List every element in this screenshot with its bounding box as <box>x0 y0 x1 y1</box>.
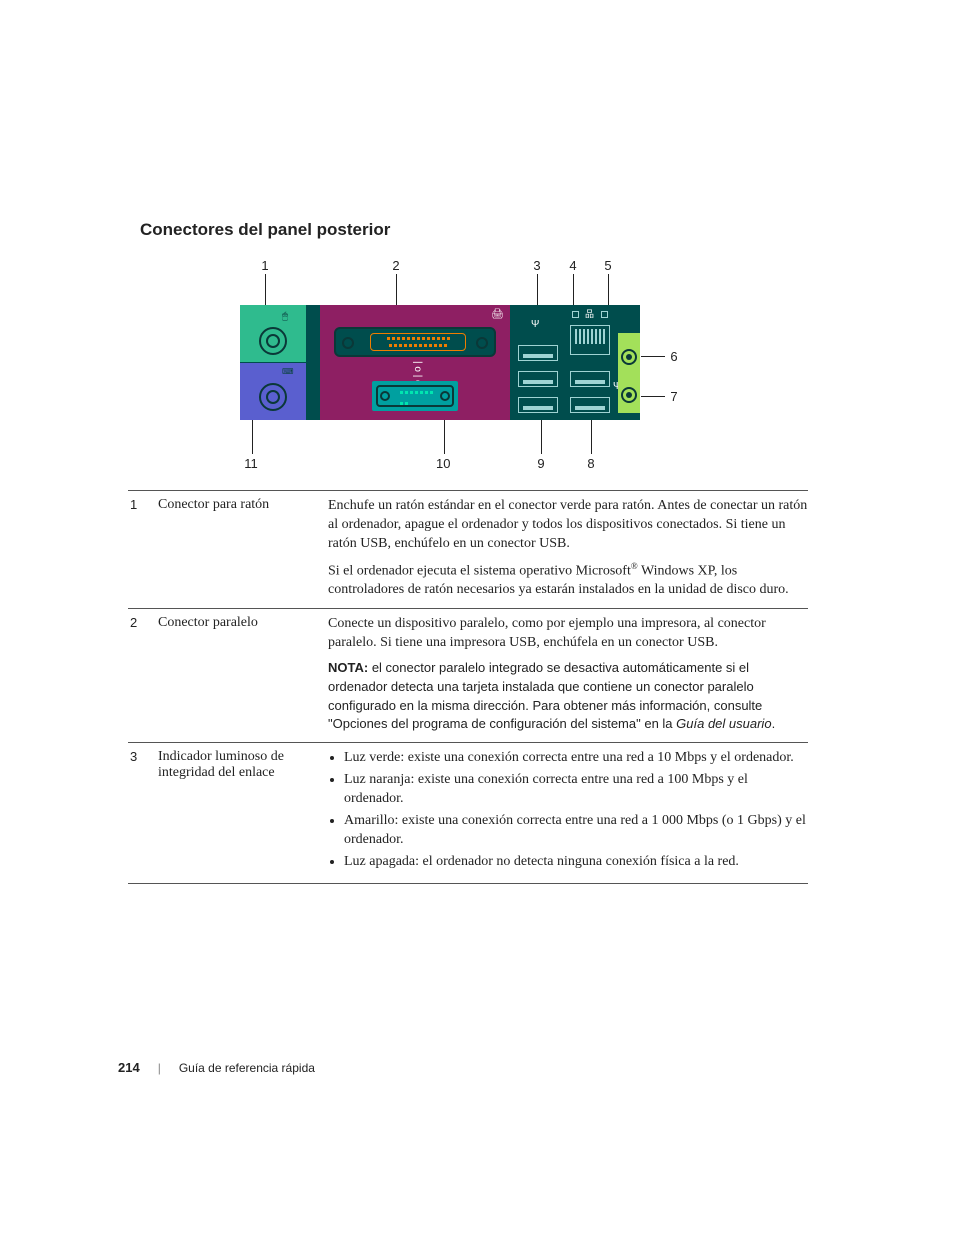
table-row: 3 Indicador luminoso de integridad del e… <box>128 743 808 883</box>
note-label: NOTA: <box>328 660 368 675</box>
usb-port-b1 <box>570 371 610 387</box>
callout-5: 5 <box>601 258 615 273</box>
row-number: 2 <box>128 615 158 734</box>
callout-1: 1 <box>258 258 272 273</box>
callout-4: 4 <box>566 258 580 273</box>
leader <box>641 396 665 397</box>
serial-port <box>376 385 454 407</box>
callout-11: 11 <box>244 456 258 471</box>
ps2-mouse-port-inner <box>266 334 280 348</box>
note-body: . <box>772 716 776 731</box>
section-heading: Conectores del panel posterior <box>140 220 390 240</box>
row-number: 1 <box>128 497 158 600</box>
parallel-serial-column: 🖨 | o | o | <box>320 305 510 420</box>
footer-separator: | <box>158 1061 161 1075</box>
ps2-column: 🖱 ⌨ <box>240 305 306 420</box>
usb-port-b2 <box>570 397 610 413</box>
parallel-pins <box>370 333 466 351</box>
printer-icon: 🖨 <box>491 309 504 320</box>
row-number: 3 <box>128 749 158 874</box>
ps2-keyboard-port-inner <box>266 390 280 404</box>
serial-pins <box>400 391 434 405</box>
bullet: Amarillo: existe una conexión correcta e… <box>344 812 808 850</box>
bullet: Luz naranja: existe una conexión correct… <box>344 771 808 809</box>
row-desc: Conecte un dispositivo paralelo, como po… <box>328 615 808 734</box>
callout-10: 10 <box>436 456 450 471</box>
callout-6: 6 <box>667 349 681 364</box>
desc-text: Enchufe un ratón estándar en el conector… <box>328 498 807 551</box>
callout-9: 9 <box>534 456 548 471</box>
row-name: Conector paralelo <box>158 615 328 734</box>
page-number: 214 <box>118 1060 140 1075</box>
bullet: Luz apagada: el ordenador no detecta nin… <box>344 853 808 872</box>
table-row: 1 Conector para ratón Enchufe un ratón e… <box>128 491 808 609</box>
audio-column <box>618 333 640 413</box>
rj45-port <box>570 325 610 355</box>
callout-8: 8 <box>584 456 598 471</box>
footer-doc-title: Guía de referencia rápida <box>179 1061 315 1075</box>
row-name: Conector para ratón <box>158 497 328 600</box>
mouse-icon: 🖱 <box>282 311 288 322</box>
callout-2: 2 <box>389 258 403 273</box>
desc-text: Conecte un dispositivo paralelo, como po… <box>328 616 766 650</box>
page: Conectores del panel posterior 1 2 3 4 5… <box>0 0 954 1235</box>
usb-icon: Ψ <box>531 319 539 330</box>
parallel-port <box>334 327 496 357</box>
row-desc: Enchufe un ratón estándar en el conector… <box>328 497 808 600</box>
network-column: 品 <box>570 305 610 360</box>
page-footer: 214 | Guía de referencia rápida <box>118 1060 315 1075</box>
usb-port-a2 <box>518 371 558 387</box>
link-led-right <box>601 311 608 318</box>
link-led-left <box>572 311 579 318</box>
callout-3: 3 <box>530 258 544 273</box>
registered-mark: ® <box>631 561 638 571</box>
line-out-jack <box>621 349 637 365</box>
connector-table: 1 Conector para ratón Enchufe un ratón e… <box>128 490 808 884</box>
bullet: Luz verde: existe una conexión correcta … <box>344 749 808 768</box>
rj45-pins <box>575 329 605 344</box>
keyboard-icon: ⌨ <box>282 367 294 376</box>
usb-port-a3 <box>518 397 558 413</box>
note-italic: Guía del usuario <box>676 716 771 731</box>
desc-text: Si el ordenador ejecuta el sistema opera… <box>328 563 631 578</box>
leader <box>641 356 665 357</box>
serial-bg <box>372 381 458 411</box>
row-desc: Luz verde: existe una conexión correcta … <box>328 749 808 874</box>
table-row: 2 Conector paralelo Conecte un dispositi… <box>128 609 808 743</box>
network-icon: 品 <box>585 307 594 320</box>
back-panel-diagram: 🖱 ⌨ 🖨 | o | o | <box>240 305 640 420</box>
callout-7: 7 <box>667 389 681 404</box>
row-name: Indicador luminoso de integridad del enl… <box>158 749 328 874</box>
usb-port-a1 <box>518 345 558 361</box>
line-in-jack <box>621 387 637 403</box>
